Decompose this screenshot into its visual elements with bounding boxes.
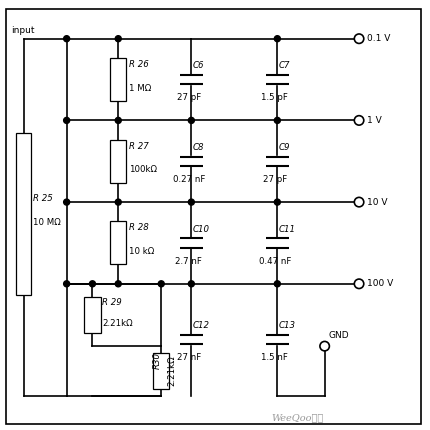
Circle shape bbox=[188, 281, 194, 287]
Circle shape bbox=[64, 36, 70, 42]
Text: 27 pF: 27 pF bbox=[177, 93, 201, 102]
Circle shape bbox=[115, 36, 121, 42]
Text: 10 MΩ: 10 MΩ bbox=[33, 218, 61, 227]
Text: C13: C13 bbox=[279, 322, 296, 330]
Text: 10 V: 10 V bbox=[367, 198, 387, 206]
Text: 0.47 nF: 0.47 nF bbox=[258, 257, 291, 265]
Text: C11: C11 bbox=[279, 225, 296, 233]
Circle shape bbox=[274, 117, 280, 123]
Circle shape bbox=[64, 199, 70, 205]
Text: R 28: R 28 bbox=[129, 224, 149, 232]
Circle shape bbox=[354, 279, 364, 289]
Circle shape bbox=[354, 116, 364, 125]
Text: 2.21kΩ: 2.21kΩ bbox=[102, 319, 133, 328]
FancyBboxPatch shape bbox=[110, 140, 126, 183]
Text: C9: C9 bbox=[279, 143, 291, 152]
Text: 10 kΩ: 10 kΩ bbox=[129, 247, 154, 256]
Text: C6: C6 bbox=[193, 61, 205, 70]
FancyBboxPatch shape bbox=[110, 58, 126, 101]
Text: 1 V: 1 V bbox=[367, 116, 381, 125]
Text: input: input bbox=[11, 26, 34, 34]
Text: R 26: R 26 bbox=[129, 60, 149, 69]
Circle shape bbox=[274, 199, 280, 205]
Text: 2.7 nF: 2.7 nF bbox=[175, 257, 202, 265]
Circle shape bbox=[354, 34, 364, 43]
Circle shape bbox=[188, 199, 194, 205]
Text: 27 pF: 27 pF bbox=[263, 175, 287, 184]
Text: 100kΩ: 100kΩ bbox=[129, 166, 157, 174]
Text: 1.5 nF: 1.5 nF bbox=[261, 353, 288, 362]
Circle shape bbox=[64, 281, 70, 287]
Text: R 27: R 27 bbox=[129, 142, 149, 150]
FancyBboxPatch shape bbox=[16, 133, 31, 295]
Text: C8: C8 bbox=[193, 143, 205, 152]
Text: R30: R30 bbox=[153, 352, 161, 369]
Text: 1 MΩ: 1 MΩ bbox=[129, 84, 151, 92]
FancyBboxPatch shape bbox=[6, 9, 421, 424]
Text: 1.5 pF: 1.5 pF bbox=[261, 93, 288, 102]
FancyBboxPatch shape bbox=[153, 353, 169, 389]
Text: 27 nF: 27 nF bbox=[177, 353, 201, 362]
Circle shape bbox=[115, 281, 121, 287]
Text: C7: C7 bbox=[279, 61, 291, 70]
Circle shape bbox=[115, 199, 121, 205]
Text: R 25: R 25 bbox=[33, 194, 53, 203]
Text: 2.21kΩ: 2.21kΩ bbox=[168, 356, 176, 386]
Text: 0.1 V: 0.1 V bbox=[367, 34, 390, 43]
Circle shape bbox=[64, 117, 70, 123]
Circle shape bbox=[158, 281, 164, 287]
Text: C10: C10 bbox=[193, 225, 210, 233]
Text: WeeQoo维库: WeeQoo维库 bbox=[271, 413, 323, 422]
FancyBboxPatch shape bbox=[84, 297, 101, 333]
Circle shape bbox=[274, 281, 280, 287]
Circle shape bbox=[188, 117, 194, 123]
Text: C12: C12 bbox=[193, 322, 210, 330]
FancyBboxPatch shape bbox=[110, 221, 126, 264]
Circle shape bbox=[274, 36, 280, 42]
Circle shape bbox=[115, 117, 121, 123]
Circle shape bbox=[320, 341, 329, 351]
Text: 0.27 nF: 0.27 nF bbox=[172, 175, 205, 184]
Circle shape bbox=[89, 281, 95, 287]
Circle shape bbox=[354, 197, 364, 207]
Text: R 29: R 29 bbox=[102, 298, 122, 307]
Text: GND: GND bbox=[329, 331, 350, 340]
Text: 100 V: 100 V bbox=[367, 280, 393, 288]
